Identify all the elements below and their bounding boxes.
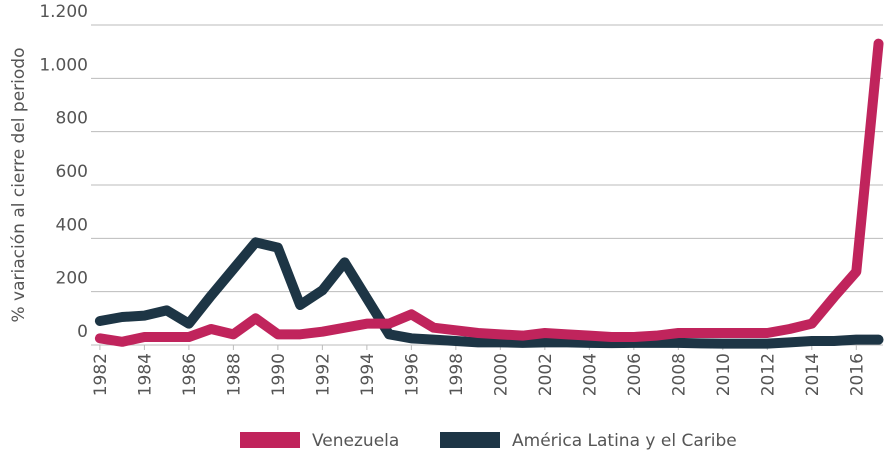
y-tick-label: 600 — [56, 162, 88, 182]
x-tick-label: 2008 — [669, 353, 689, 396]
x-tick-label: 2004 — [580, 353, 600, 396]
x-tick-label: 2012 — [758, 353, 778, 396]
x-tick-label: 1982 — [91, 353, 111, 396]
y-tick-label: 0 — [77, 322, 88, 342]
y-tick-label: 400 — [56, 215, 88, 235]
x-tick-label: 1998 — [447, 353, 467, 396]
x-tick-label: 2016 — [847, 353, 867, 396]
y-tick-label: 1.200 — [39, 2, 88, 22]
series-line — [94, 237, 884, 349]
legend-label: América Latina y el Caribe — [512, 431, 737, 450]
x-tick-label: 1992 — [313, 353, 333, 396]
x-tick-label: 1990 — [269, 353, 289, 396]
x-tick-label: 2000 — [491, 353, 511, 396]
y-tick-label: 1.000 — [39, 55, 88, 75]
legend-label: Venezuela — [312, 431, 399, 450]
y-tick-label: 800 — [56, 109, 88, 129]
series-line — [94, 38, 884, 347]
y-axis-label: % variación al cierre del periodo — [9, 48, 29, 323]
x-tick-label: 2006 — [625, 353, 645, 396]
legend-swatch — [440, 432, 500, 448]
x-tick-label: 1994 — [358, 353, 378, 396]
x-tick-label: 2010 — [714, 353, 734, 396]
x-tick-label: 2014 — [803, 353, 823, 396]
x-tick-label: 1996 — [402, 353, 422, 396]
x-tick-label: 2002 — [536, 353, 556, 396]
legend-swatch — [240, 432, 300, 448]
y-tick-label: 200 — [56, 269, 88, 289]
x-tick-label: 1986 — [180, 353, 200, 396]
x-tick-label: 1988 — [224, 353, 244, 396]
x-tick-label: 1984 — [135, 353, 155, 396]
